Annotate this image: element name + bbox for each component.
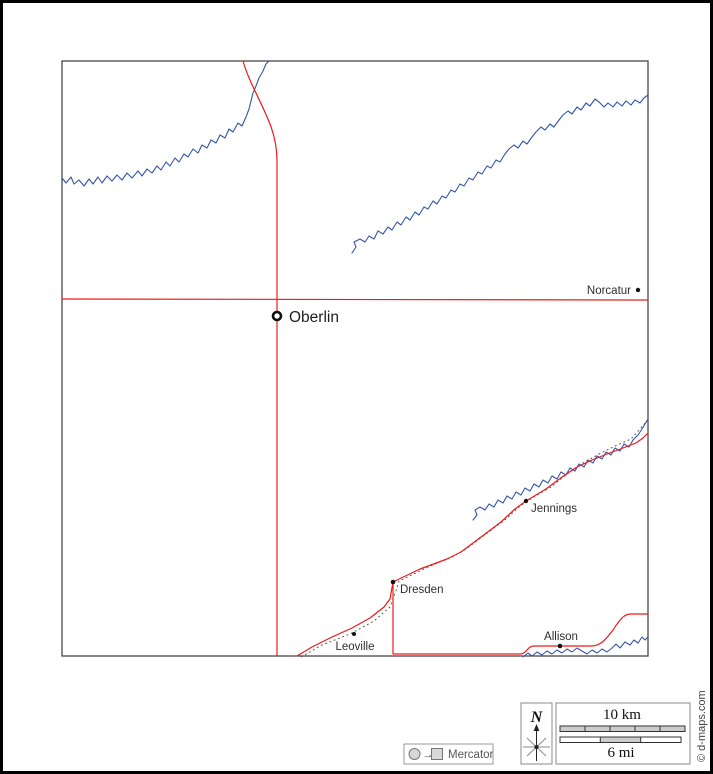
scale-mi-bar [559,736,682,743]
compass-box: N [520,702,553,765]
town-marker-allison [557,643,563,649]
scale-mi-label: 6 mi [607,745,634,761]
road-south-loop [392,581,649,655]
road-diagonal-highway [296,432,649,657]
road-east-west [61,298,649,301]
river-northwest [61,60,270,187]
town-marker-leoville [352,632,356,636]
river-northeast [351,94,649,254]
towns-layer: Oberlin Norcatur Jennings Dresden Leovil… [271,285,641,653]
river-south [522,636,649,658]
town-label-leoville: Leoville [336,641,375,653]
compass-star-icon [523,724,550,761]
town-marker-oberlin [271,310,283,322]
projection-label: Mercator [448,749,494,761]
town-marker-dresden [390,579,396,585]
scale-km-bar [559,725,686,732]
town-label-oberlin: Oberlin [289,309,339,326]
scale-km-label: 10 km [603,707,641,723]
river-southeast-valley [472,418,649,521]
town-marker-norcatur [635,287,641,293]
scale-frame [555,702,691,765]
county-border [61,60,649,657]
projection-legend-box: → Mercator [403,743,494,765]
projection-frame [403,743,494,765]
road-north-south [242,60,278,656]
scale-box: 10 km 6 mi [555,702,691,765]
square-icon [431,748,443,760]
town-marker-jennings [523,498,529,504]
north-label: N [530,709,544,726]
town-label-jennings: Jennings [531,503,577,515]
circle-icon [408,748,421,760]
town-label-allison: Allison [544,631,578,643]
town-label-dresden: Dresden [400,584,443,596]
arrow-icon: → [422,749,434,761]
credit-text: © d-maps.com [696,690,708,762]
town-label-norcatur: Norcatur [587,285,631,297]
railroad-line [300,419,649,658]
